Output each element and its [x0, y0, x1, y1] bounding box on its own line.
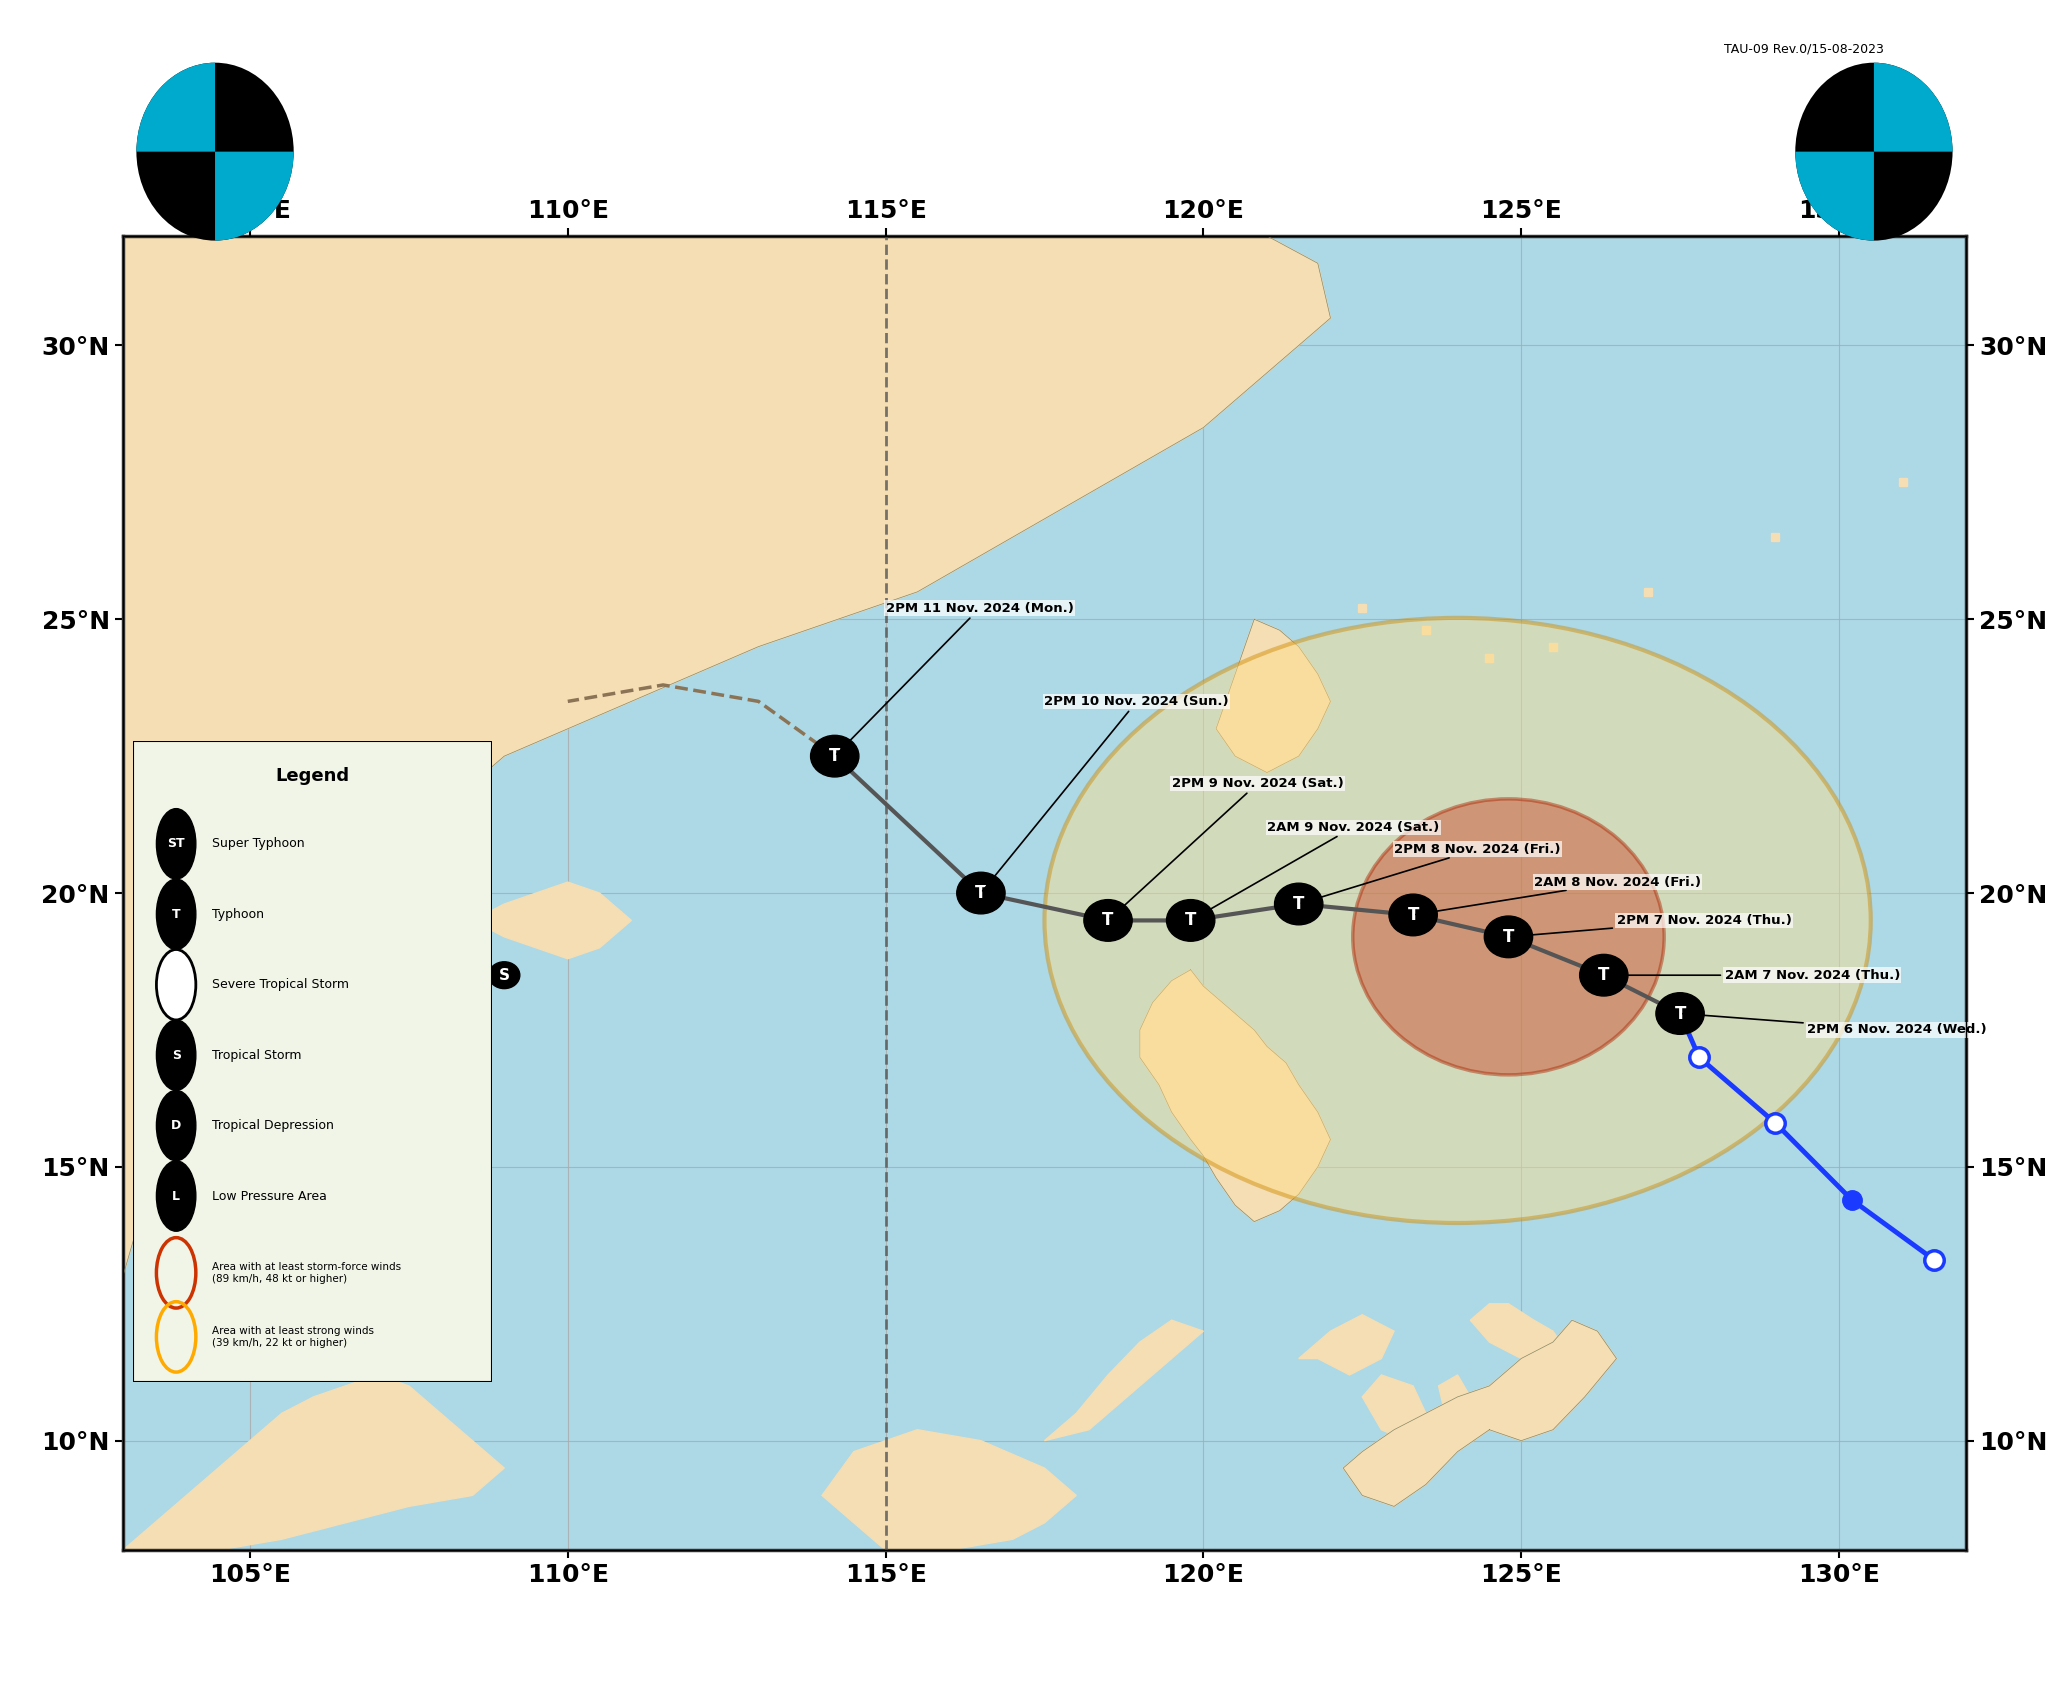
Polygon shape: [1438, 1375, 1470, 1429]
Text: T: T: [1597, 966, 1610, 984]
Text: Area with at least storm-force winds
(89 km/h, 48 kt or higher): Area with at least storm-force winds (89…: [213, 1262, 401, 1284]
Polygon shape: [1141, 971, 1331, 1222]
Circle shape: [1274, 883, 1323, 925]
Circle shape: [811, 735, 858, 777]
Circle shape: [1167, 900, 1214, 942]
Polygon shape: [821, 1429, 1077, 1550]
Circle shape: [1083, 900, 1133, 942]
Circle shape: [489, 962, 520, 989]
Text: 2AM 8 Nov. 2024 (Fri.): 2AM 8 Nov. 2024 (Fri.): [1415, 876, 1702, 915]
Circle shape: [156, 950, 197, 1019]
Wedge shape: [1874, 62, 1952, 152]
Wedge shape: [137, 62, 215, 152]
Text: D: D: [170, 1119, 182, 1132]
Circle shape: [1389, 895, 1438, 935]
Wedge shape: [215, 152, 293, 241]
Text: 2PM 9 Nov. 2024 (Sat.): 2PM 9 Nov. 2024 (Sat.): [1110, 777, 1343, 918]
Text: TAU-09 Rev.0/15-08-2023: TAU-09 Rev.0/15-08-2023: [1724, 42, 1884, 56]
Polygon shape: [1298, 1314, 1395, 1375]
Ellipse shape: [1354, 799, 1665, 1075]
Polygon shape: [1217, 620, 1331, 773]
Text: 2AM 7 Nov. 2024 (Thu.): 2AM 7 Nov. 2024 (Thu.): [1606, 969, 1901, 982]
Text: 2PM 10 Nov. 2024 (Sun.): 2PM 10 Nov. 2024 (Sun.): [983, 694, 1229, 891]
Circle shape: [1796, 62, 1952, 241]
Text: Low Pressure Area: Low Pressure Area: [213, 1190, 328, 1203]
Polygon shape: [1044, 1321, 1204, 1441]
Circle shape: [1657, 992, 1704, 1035]
Text: T: T: [172, 908, 180, 920]
Ellipse shape: [1044, 618, 1870, 1223]
Text: Super Typhoon: Super Typhoon: [213, 837, 305, 851]
Text: 06 November 2024, 5PM Tropical Cyclone Bulletin #13: 06 November 2024, 5PM Tropical Cyclone B…: [758, 184, 1290, 204]
Polygon shape: [123, 236, 1331, 1277]
Text: T: T: [1675, 1004, 1686, 1023]
Text: 2AM 9 Nov. 2024 (Sat.): 2AM 9 Nov. 2024 (Sat.): [1194, 821, 1440, 918]
Text: T: T: [1292, 895, 1305, 913]
Circle shape: [156, 880, 197, 950]
Text: Typhoon: Typhoon: [213, 908, 264, 920]
Text: Track and Intensity Forecast of Typhoon MARCE {YINXING}: Track and Intensity Forecast of Typhoon …: [561, 113, 1487, 140]
Circle shape: [156, 1161, 197, 1232]
Text: T: T: [975, 885, 987, 901]
Text: 2PM 6 Nov. 2024 (Wed.): 2PM 6 Nov. 2024 (Wed.): [1683, 1014, 1987, 1036]
Text: T: T: [1407, 907, 1419, 923]
Polygon shape: [1362, 1375, 1425, 1441]
Text: Severe Tropical Storm: Severe Tropical Storm: [213, 979, 348, 991]
Text: Legend: Legend: [274, 767, 350, 785]
Text: T: T: [1102, 912, 1114, 930]
Circle shape: [956, 873, 1006, 913]
Circle shape: [1485, 917, 1532, 957]
Text: ST: ST: [168, 837, 184, 851]
Text: Tropical Storm: Tropical Storm: [213, 1048, 301, 1062]
Text: S: S: [172, 1048, 180, 1062]
FancyBboxPatch shape: [133, 741, 492, 1382]
Polygon shape: [123, 1375, 504, 1550]
Polygon shape: [473, 883, 631, 959]
Circle shape: [156, 809, 197, 880]
Text: 2PM 11 Nov. 2024 (Mon.): 2PM 11 Nov. 2024 (Mon.): [838, 602, 1073, 755]
Text: 2PM 7 Nov. 2024 (Thu.): 2PM 7 Nov. 2024 (Thu.): [1511, 913, 1792, 937]
Circle shape: [1579, 954, 1628, 996]
Circle shape: [156, 1090, 197, 1161]
Text: 2PM 8 Nov. 2024 (Fri.): 2PM 8 Nov. 2024 (Fri.): [1300, 842, 1561, 903]
Circle shape: [137, 62, 293, 241]
Text: T: T: [829, 746, 840, 765]
Wedge shape: [1796, 152, 1874, 241]
Polygon shape: [1343, 1321, 1616, 1506]
Text: L: L: [172, 1190, 180, 1203]
Text: S: S: [500, 967, 510, 982]
Text: Area with at least strong winds
(39 km/h, 22 kt or higher): Area with at least strong winds (39 km/h…: [213, 1326, 375, 1348]
Circle shape: [156, 1019, 197, 1090]
Text: Tropical Depression: Tropical Depression: [213, 1119, 334, 1132]
Text: T: T: [1186, 912, 1196, 930]
Polygon shape: [1470, 1304, 1573, 1375]
Text: T: T: [1503, 928, 1513, 945]
